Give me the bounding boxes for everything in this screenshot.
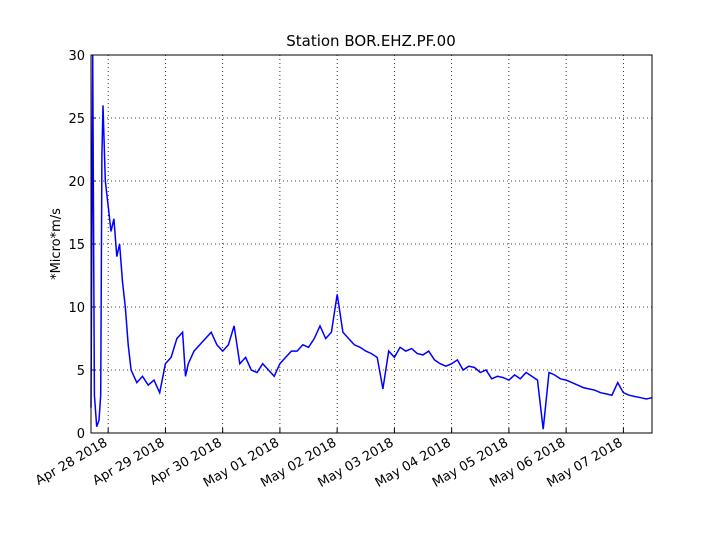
chart-title: Station BOR.EHZ.PF.00 xyxy=(286,32,456,50)
y-tick-label: 10 xyxy=(68,301,85,316)
y-axis-label: *Micro*m/s xyxy=(49,208,64,280)
y-tick-label: 20 xyxy=(68,175,85,190)
data-line xyxy=(90,54,653,430)
plot-frame xyxy=(90,54,653,434)
y-tick-label: 5 xyxy=(77,364,85,379)
y-tick-label: 15 xyxy=(68,238,85,253)
y-tick-label: 0 xyxy=(77,427,85,442)
y-tick-label: 30 xyxy=(68,49,85,64)
y-tick-label: 25 xyxy=(68,112,85,127)
